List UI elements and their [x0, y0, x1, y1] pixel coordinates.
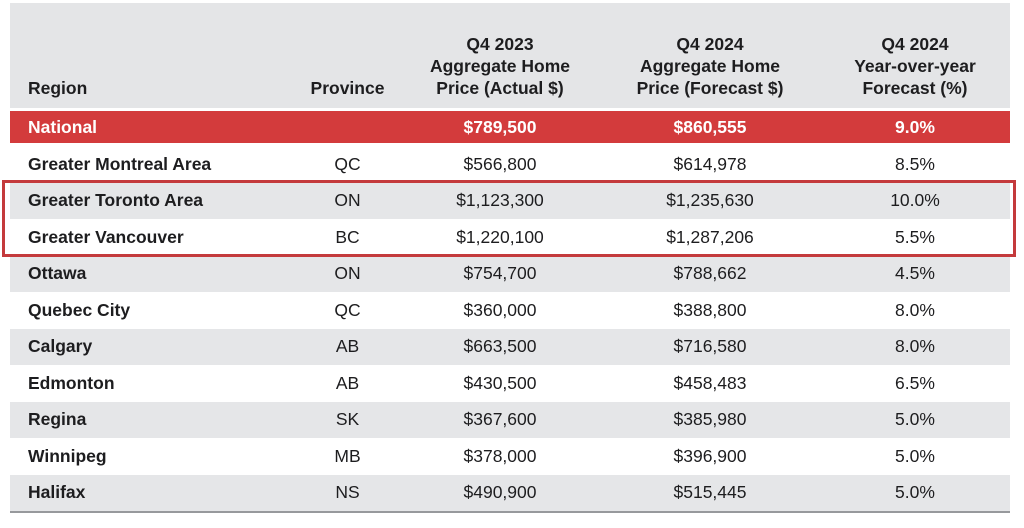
yoy_forecast-cell: 4.5%	[895, 263, 935, 284]
q4_2024_forecast-cell: $396,900	[673, 445, 747, 466]
q4_2024_forecast-cell: $716,580	[673, 336, 747, 357]
q4_2023_actual-cell: $566,800	[463, 153, 537, 174]
table-row: Quebec City QC $360,000 $388,800 8.0%	[10, 292, 1010, 329]
q4_2024_forecast-cell: $860,555	[673, 116, 747, 137]
yoy_forecast-cell: 5.0%	[895, 445, 935, 466]
table-row: Winnipeg MB $378,000 $396,900 5.0%	[10, 438, 1010, 475]
province-cell: AB	[335, 372, 360, 393]
province-cell: QC	[334, 299, 361, 320]
region-cell: National	[28, 116, 98, 137]
table-body: National $789,500 $860,555 9.0% Greater Mont…	[10, 111, 1010, 511]
province-cell: BC	[335, 226, 360, 247]
q4_2024_forecast-cell: $515,445	[673, 482, 747, 503]
q4_2023_actual-cell: $1,123,300	[456, 190, 544, 211]
q4_2023_actual-cell: $663,500	[463, 336, 537, 357]
column-header-province: Province	[295, 77, 400, 99]
column-header-q4_2023_actual: Q4 2023 Aggregate Home Price (Actual $)	[400, 33, 600, 99]
column-header-q4_2024_forecast: Q4 2024 Aggregate Home Price (Forecast $)	[600, 33, 820, 99]
region-cell: Calgary	[28, 336, 93, 357]
table-row: Greater Montreal Area QC $566,800 $614,978 8…	[10, 146, 1010, 183]
column-header-line: Aggregate Home	[639, 56, 781, 76]
table-row: Ottawa ON $754,700 $788,662 4.5%	[10, 255, 1010, 292]
yoy_forecast-cell: 8.0%	[895, 299, 935, 320]
q4_2023_actual-cell: $367,600	[463, 409, 537, 430]
column-header-line: Aggregate Home	[429, 56, 571, 76]
column-header-line: Region	[28, 78, 88, 98]
column-header-line: Price (Actual $)	[436, 78, 564, 98]
column-header-line: Q4 2023	[466, 34, 534, 54]
column-header-region: Region	[10, 77, 295, 99]
yoy_forecast-cell: 5.5%	[895, 226, 935, 247]
table-row: Halifax NS $490,900 $515,445 5.0%	[10, 474, 1010, 511]
home-price-table: Region Province Q4 2023 Aggregate Home Price…	[2, 3, 1016, 513]
q4_2023_actual-cell: $490,900	[463, 482, 537, 503]
national-row: National $789,500 $860,555 9.0%	[10, 111, 1010, 143]
table-row: Regina SK $367,600 $385,980 5.0%	[10, 401, 1010, 438]
q4_2023_actual-cell: $1,220,100	[456, 226, 544, 247]
region-cell: Edmonton	[28, 372, 115, 393]
yoy_forecast-cell: 5.0%	[895, 409, 935, 430]
table-row: Calgary AB $663,500 $716,580 8.0%	[10, 328, 1010, 365]
region-cell: Quebec City	[28, 299, 131, 320]
q4_2024_forecast-cell: $1,235,630	[666, 190, 754, 211]
province-cell: MB	[334, 445, 361, 466]
table-header-row: Region Province Q4 2023 Aggregate Home Price…	[10, 3, 1010, 108]
column-header-line: Forecast (%)	[862, 78, 968, 98]
q4_2023_actual-cell: $378,000	[463, 445, 537, 466]
column-header-line: Year-over-year	[854, 56, 976, 76]
yoy_forecast-cell: 8.0%	[895, 336, 935, 357]
q4_2024_forecast-cell: $388,800	[673, 299, 747, 320]
region-cell: Greater Montreal Area	[28, 153, 212, 174]
q4_2024_forecast-cell: $458,483	[673, 372, 747, 393]
q4_2024_forecast-cell: $385,980	[673, 409, 747, 430]
region-cell: Ottawa	[28, 263, 87, 284]
q4_2023_actual-cell: $360,000	[463, 299, 537, 320]
region-cell: Greater Toronto Area	[28, 190, 204, 211]
yoy_forecast-cell: 6.5%	[895, 372, 935, 393]
column-header-line: Q4 2024	[676, 34, 744, 54]
column-header-line: Province	[310, 78, 385, 98]
province-cell: QC	[334, 153, 361, 174]
yoy_forecast-cell: 10.0%	[890, 190, 940, 211]
yoy_forecast-cell: 5.0%	[895, 482, 935, 503]
table-row: Greater Toronto Area ON $1,123,300 $1,235,6…	[10, 182, 1010, 219]
region-cell: Greater Vancouver	[28, 226, 184, 247]
column-header-line: Q4 2024	[881, 34, 949, 54]
yoy_forecast-cell: 8.5%	[895, 153, 935, 174]
q4_2024_forecast-cell: $788,662	[673, 263, 747, 284]
province-cell: AB	[335, 336, 360, 357]
q4_2023_actual-cell: $789,500	[463, 116, 537, 137]
province-cell: ON	[334, 190, 361, 211]
column-header-yoy_forecast: Q4 2024 Year-over-year Forecast (%)	[820, 33, 1010, 99]
q4_2024_forecast-cell: $614,978	[673, 153, 747, 174]
q4_2023_actual-cell: $754,700	[463, 263, 537, 284]
column-header-line: Price (Forecast $)	[636, 78, 784, 98]
table-row: Greater Vancouver BC $1,220,100 $1,287,206 5…	[10, 219, 1010, 256]
q4_2024_forecast-cell: $1,287,206	[666, 226, 754, 247]
yoy_forecast-cell: 9.0%	[895, 116, 935, 137]
table-row: Edmonton AB $430,500 $458,483 6.5%	[10, 365, 1010, 402]
province-cell: NS	[335, 482, 360, 503]
region-cell: Halifax	[28, 482, 86, 503]
region-cell: Winnipeg	[28, 445, 107, 466]
region-cell: Regina	[28, 409, 87, 430]
province-cell: ON	[334, 263, 361, 284]
province-cell: SK	[335, 409, 360, 430]
table-bottom-rule	[10, 511, 1010, 513]
q4_2023_actual-cell: $430,500	[463, 372, 537, 393]
